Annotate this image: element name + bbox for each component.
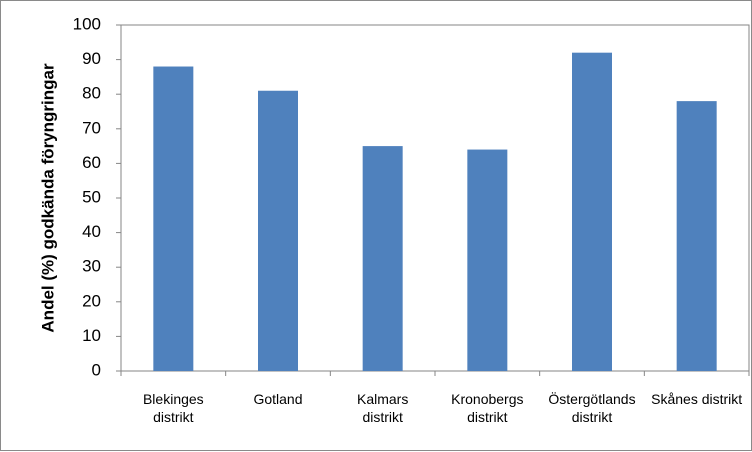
x-tick-label: Kalmars distrikt xyxy=(357,391,408,425)
bar xyxy=(572,52,612,372)
bar xyxy=(362,146,403,371)
bar xyxy=(258,90,298,372)
y-tick-label: 0 xyxy=(92,360,101,379)
y-tick-label: 10 xyxy=(82,326,101,345)
y-tick-label: 70 xyxy=(82,118,101,137)
plot-area xyxy=(120,24,750,372)
x-tick-label: Gotland xyxy=(253,391,302,407)
bar xyxy=(153,66,194,372)
y-axis: 0 10 20 30 40 50 60 70 80 90 100 xyxy=(73,14,121,379)
x-tick-label: Skånes distrikt xyxy=(651,391,742,407)
y-tick-label: 50 xyxy=(82,187,101,206)
y-tick-label: 100 xyxy=(73,14,101,33)
y-tick-label: 30 xyxy=(82,257,101,276)
x-tick-label: Östergötlands distrikt xyxy=(548,390,635,425)
y-tick-label: 90 xyxy=(82,49,101,68)
bars xyxy=(153,52,717,372)
y-tick-label: 60 xyxy=(82,153,101,172)
x-tick-label: Kronobergs distrikt xyxy=(451,391,523,425)
y-axis-title: Andel (%) godkända föryngringar xyxy=(38,63,57,333)
x-axis: Blekinges distrikt Gotland Kalmars distrikt K… xyxy=(120,371,750,425)
bar xyxy=(676,101,717,372)
x-tick-label: Blekinges distrikt xyxy=(143,391,204,425)
y-tick-label: 20 xyxy=(82,291,101,310)
bar xyxy=(467,149,508,371)
y-tick-label: 80 xyxy=(82,84,101,103)
y-tick-label: 40 xyxy=(82,222,101,241)
